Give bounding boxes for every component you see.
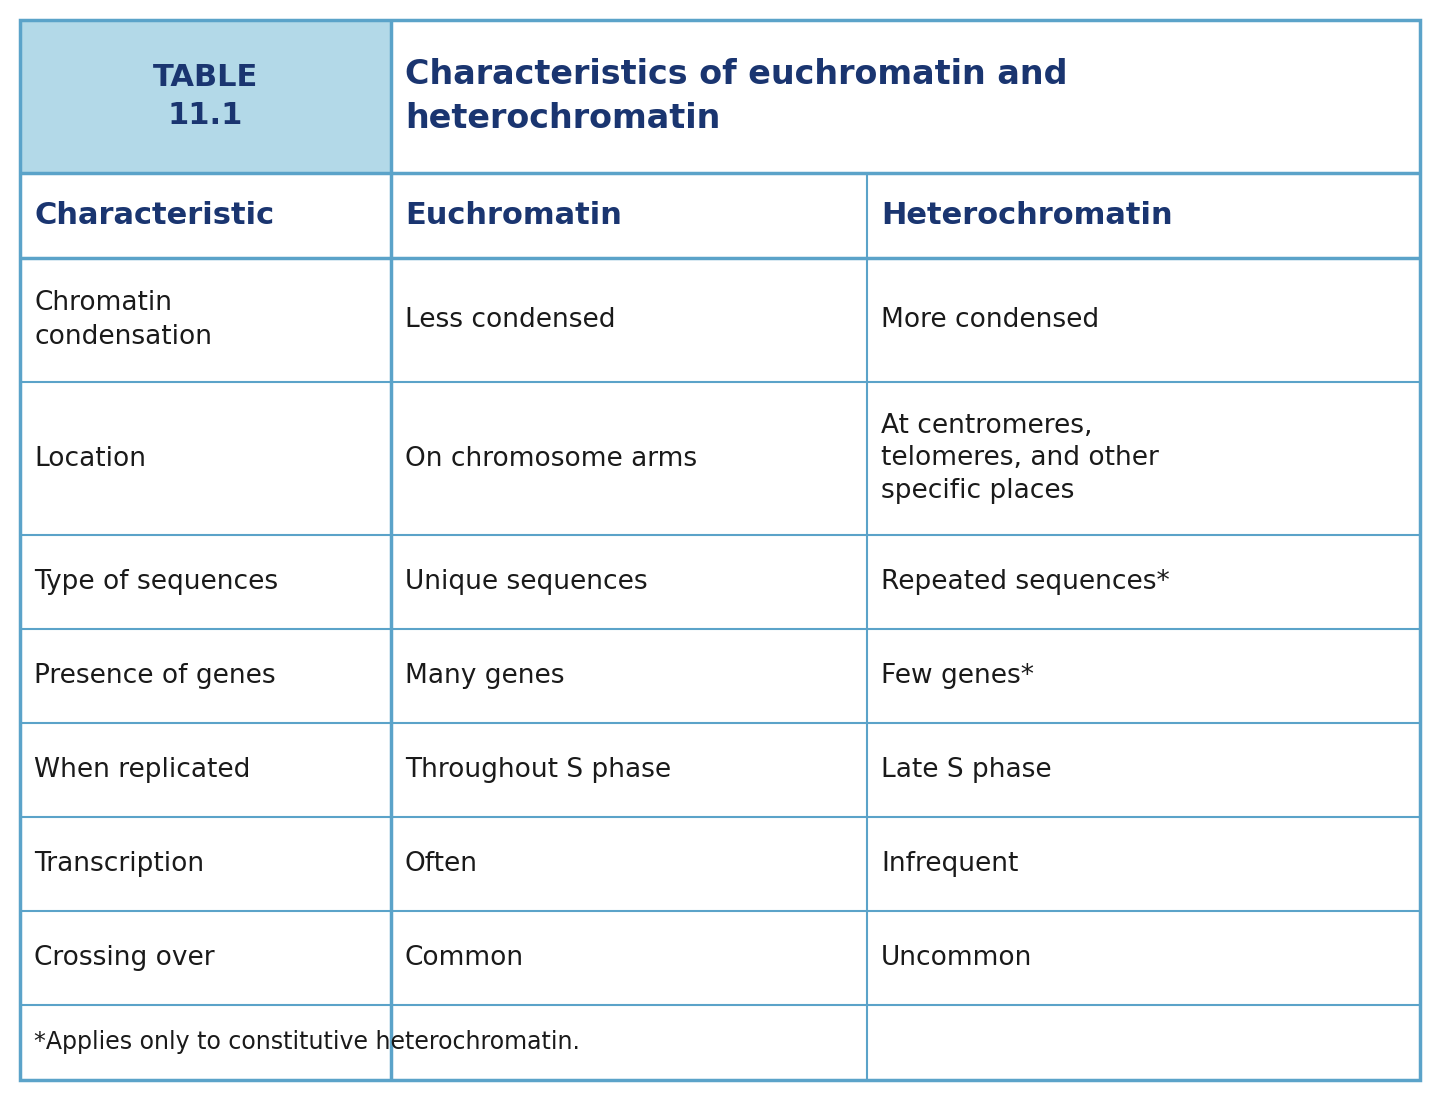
Text: TABLE
11.1: TABLE 11.1 <box>153 63 258 130</box>
Text: On chromosome arms: On chromosome arms <box>405 446 697 472</box>
Text: Type of sequences: Type of sequences <box>35 569 278 595</box>
Text: Crossing over: Crossing over <box>35 945 215 971</box>
Text: Chromatin
condensation: Chromatin condensation <box>35 290 212 350</box>
Text: When replicated: When replicated <box>35 757 251 783</box>
Text: Common: Common <box>405 945 524 971</box>
Text: Few genes*: Few genes* <box>881 663 1034 689</box>
Text: More condensed: More condensed <box>881 307 1099 333</box>
Text: *Applies only to constitutive heterochromatin.: *Applies only to constitutive heterochro… <box>35 1031 580 1055</box>
Text: Infrequent: Infrequent <box>881 851 1018 877</box>
Text: Heterochromatin: Heterochromatin <box>881 201 1172 230</box>
Text: Uncommon: Uncommon <box>881 945 1032 971</box>
Text: Presence of genes: Presence of genes <box>35 663 275 689</box>
Text: Throughout S phase: Throughout S phase <box>405 757 671 783</box>
Bar <box>20 20 392 173</box>
Text: Location: Location <box>35 446 145 472</box>
Text: Late S phase: Late S phase <box>881 757 1051 783</box>
Bar <box>392 20 1420 173</box>
Text: Characteristics of euchromatin and
heterochromatin: Characteristics of euchromatin and heter… <box>405 58 1067 134</box>
Text: Euchromatin: Euchromatin <box>405 201 622 230</box>
Text: Transcription: Transcription <box>35 851 204 877</box>
Text: At centromeres,
telomeres, and other
specific places: At centromeres, telomeres, and other spe… <box>881 412 1159 505</box>
Text: Repeated sequences*: Repeated sequences* <box>881 569 1169 595</box>
Text: Many genes: Many genes <box>405 663 564 689</box>
Text: Characteristic: Characteristic <box>35 201 274 230</box>
Text: Often: Often <box>405 851 478 877</box>
Text: Unique sequences: Unique sequences <box>405 569 648 595</box>
Text: Less condensed: Less condensed <box>405 307 615 333</box>
